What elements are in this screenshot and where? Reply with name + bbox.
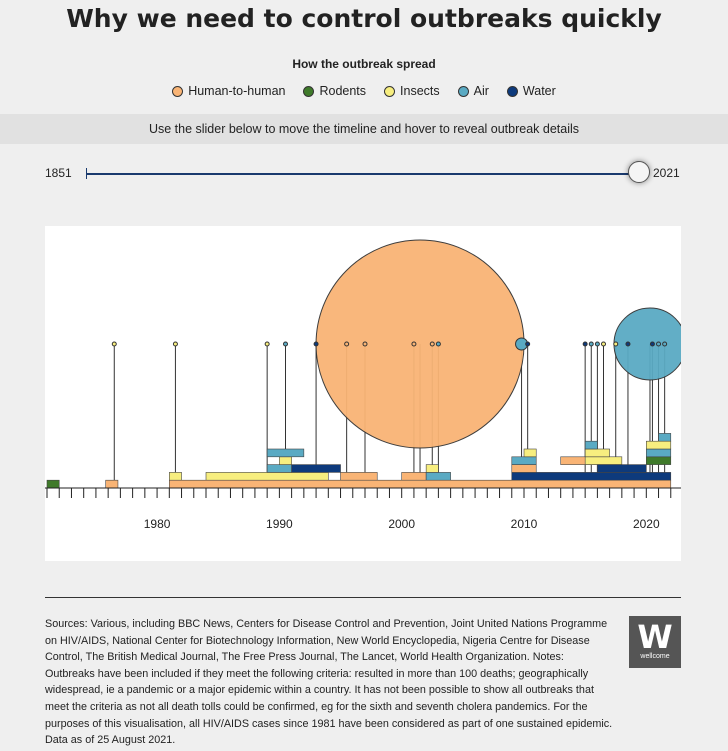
duration-bar: [425, 472, 451, 481]
legend-label: Insects: [400, 84, 440, 98]
instruction-text: Use the slider below to move the timelin…: [148, 122, 580, 136]
duration-bar: [511, 464, 537, 473]
outbreak-bubble[interactable]: [613, 307, 687, 381]
chart-panel: 1980 1990 2000 2010 2020: [45, 226, 687, 561]
outbreak-marker[interactable]: [613, 341, 619, 347]
legend-swatch: [303, 85, 315, 97]
timeline-slider: 1851 2021: [0, 158, 728, 188]
legend-swatch: [506, 85, 518, 97]
duration-bar: [46, 479, 60, 489]
duration-bar: [291, 464, 341, 473]
duration-bar: [658, 433, 672, 442]
legend-swatch: [384, 85, 396, 97]
duration-bar: [523, 448, 537, 458]
legend-label: Rodents: [319, 84, 367, 98]
duration-bar: [279, 456, 292, 465]
instruction-bar: Use the slider below to move the timelin…: [0, 114, 728, 144]
outbreak-marker[interactable]: [525, 341, 531, 347]
outbreak-timeline-chart: 1980 1990 2000 2010 2020: [45, 239, 687, 531]
outbreak-marker[interactable]: [601, 341, 606, 347]
duration-bar: [584, 440, 598, 450]
duration-bar: [340, 472, 378, 481]
legend-label: Human-to-human: [188, 84, 286, 98]
legend-item: Water: [506, 84, 556, 98]
legend-title: How the outbreak spread: [292, 57, 436, 71]
duration-bar: [597, 464, 647, 473]
duration-bar: [584, 456, 623, 465]
outbreak-marker[interactable]: [172, 341, 178, 347]
legend: Human-to-human Rodents Insects Air Water: [0, 84, 728, 98]
duration-bar: [169, 479, 672, 489]
duration-bar: [169, 472, 182, 481]
sources-notes: Sources: Various, including BBC News, Ce…: [45, 618, 613, 747]
duration-bar: [105, 479, 119, 489]
duration-bar: [401, 472, 427, 481]
outbreak-marker[interactable]: [429, 341, 435, 347]
outbreak-marker[interactable]: [588, 341, 594, 347]
logo-letter: W: [637, 618, 673, 656]
x-tick-label: 1990: [266, 517, 293, 531]
outbreak-marker[interactable]: [283, 341, 288, 347]
outbreak-marker[interactable]: [111, 341, 117, 347]
outbreak-marker[interactable]: [662, 341, 668, 347]
duration-bar: [511, 472, 672, 481]
outbreak-marker[interactable]: [594, 341, 600, 347]
x-tick-label: 2010: [511, 517, 538, 531]
slider-start-label: 1851: [45, 166, 72, 180]
logo-text: wellcome: [640, 653, 670, 660]
outbreak-marker[interactable]: [313, 341, 319, 347]
legend-label: Air: [473, 84, 489, 98]
outbreak-marker[interactable]: [264, 341, 270, 347]
legend-item: Human-to-human: [172, 84, 285, 98]
duration-bar: [646, 440, 672, 450]
legend-swatch: [457, 85, 469, 97]
x-tick-label: 1980: [144, 517, 171, 531]
duration-bar: [425, 464, 439, 473]
divider: [45, 597, 681, 598]
outbreak-marker[interactable]: [582, 341, 588, 347]
x-tick-label: 2000: [388, 517, 415, 531]
outbreak-marker[interactable]: [625, 341, 631, 347]
wellcome-logo: W wellcome: [629, 616, 681, 668]
outbreak-marker[interactable]: [649, 341, 655, 347]
legend-item: Insects: [384, 84, 440, 98]
duration-bar: [646, 456, 672, 465]
duration-bar: [511, 456, 537, 465]
duration-bar: [205, 472, 329, 481]
outbreak-marker[interactable]: [656, 341, 662, 347]
slider-track[interactable]: [86, 173, 641, 175]
outbreak-marker[interactable]: [362, 341, 368, 347]
legend-item: Rodents: [303, 84, 366, 98]
page-title: Why we need to control outbreaks quickly: [66, 4, 662, 33]
duration-bar: [266, 448, 305, 458]
legend-item: Air: [457, 84, 489, 98]
outbreak-marker[interactable]: [344, 341, 350, 347]
duration-bar: [266, 464, 292, 473]
x-tick-label: 2020: [633, 517, 660, 531]
slider-handle[interactable]: [628, 161, 650, 183]
legend-label: Water: [522, 84, 556, 98]
duration-bar: [646, 448, 672, 458]
outbreak-marker[interactable]: [435, 341, 441, 347]
slider-end-label: 2021: [653, 166, 680, 180]
duration-bar: [584, 448, 610, 458]
outbreak-marker[interactable]: [411, 341, 417, 347]
legend-swatch: [172, 85, 184, 97]
